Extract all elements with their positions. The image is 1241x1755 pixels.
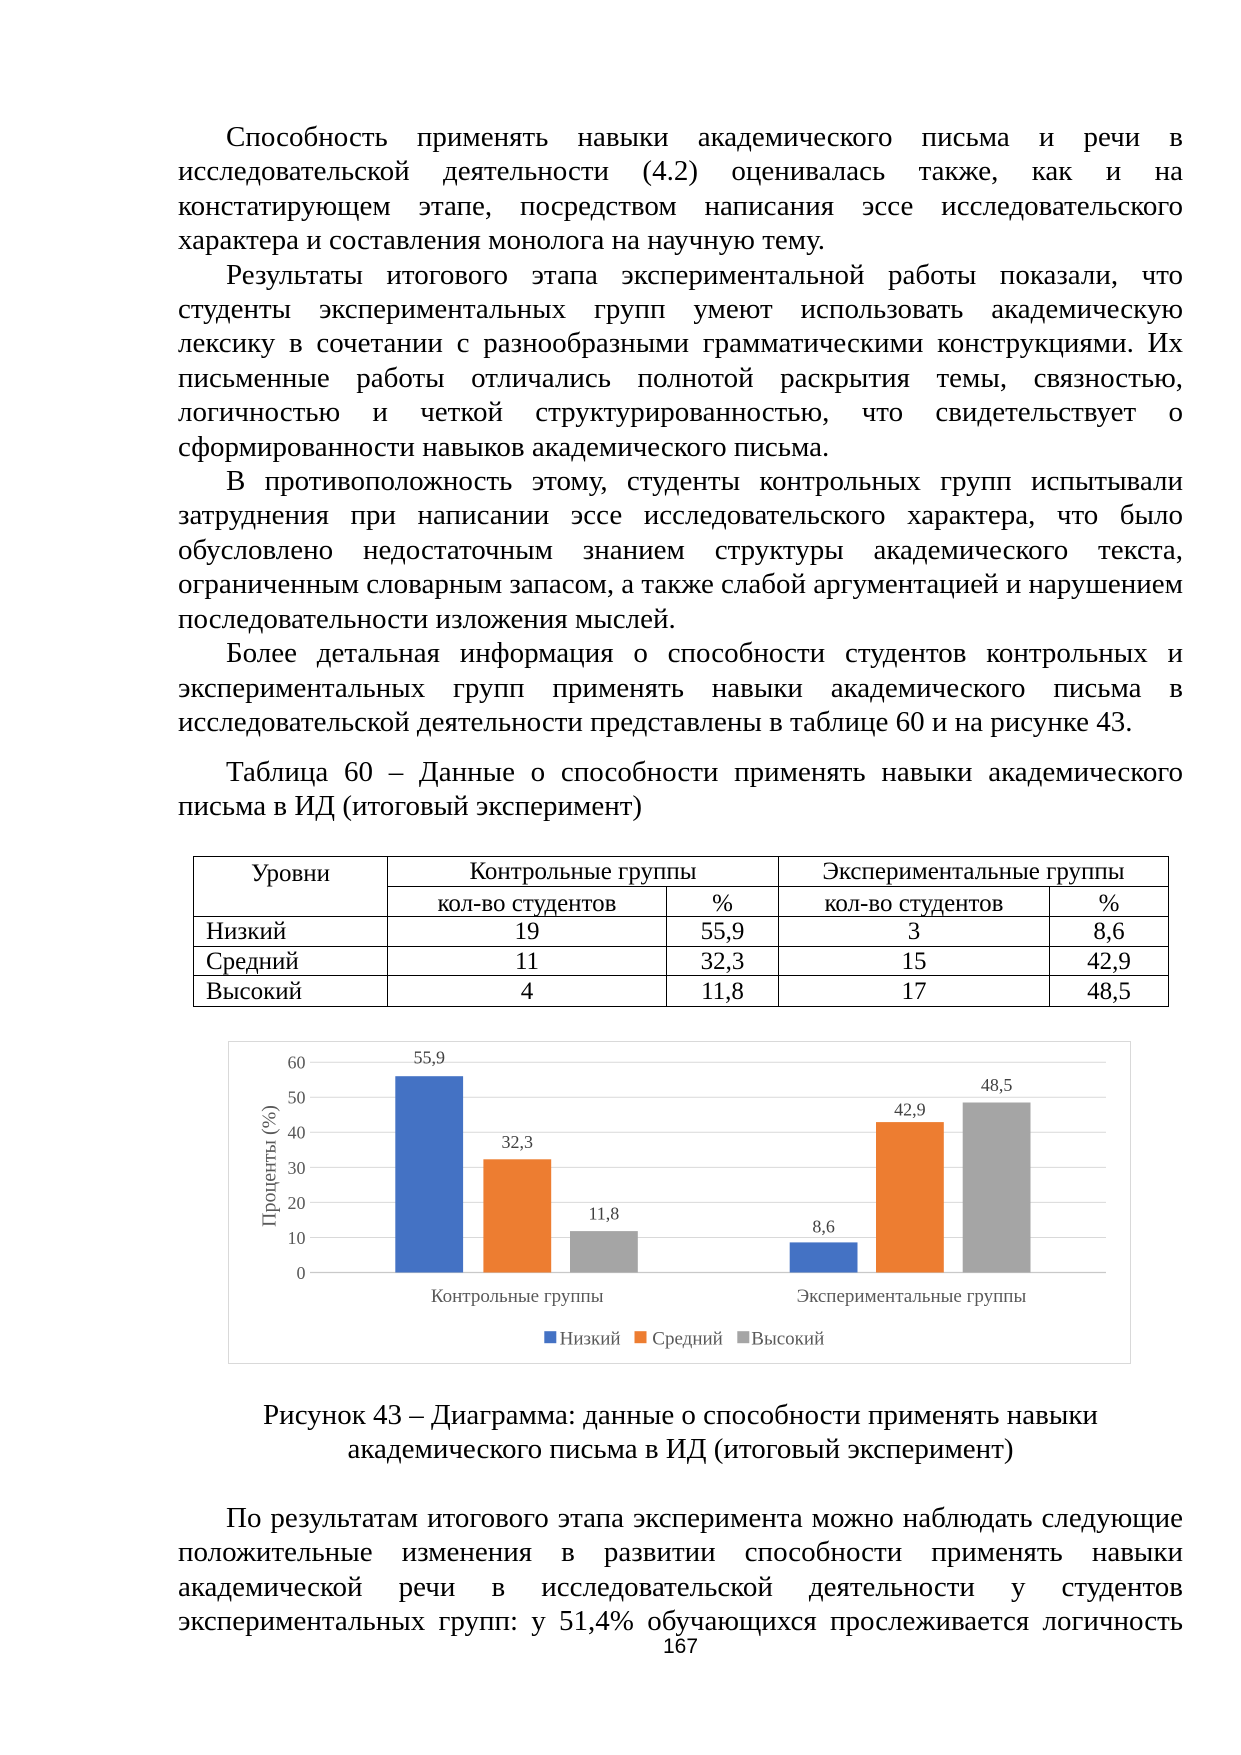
svg-text:Высокий: Высокий — [751, 1329, 824, 1350]
svg-text:42,9: 42,9 — [894, 1099, 926, 1119]
svg-text:50: 50 — [288, 1088, 306, 1108]
svg-text:0: 0 — [297, 1263, 306, 1283]
svg-text:Контрольные группы: Контрольные группы — [431, 1286, 604, 1307]
svg-text:11,8: 11,8 — [588, 1204, 619, 1224]
svg-text:Низкий: Низкий — [560, 1329, 621, 1350]
svg-text:60: 60 — [288, 1053, 306, 1073]
svg-text:32,3: 32,3 — [502, 1132, 534, 1152]
svg-text:8,6: 8,6 — [812, 1217, 835, 1237]
svg-text:Экспериментальные группы: Экспериментальные группы — [797, 1286, 1027, 1307]
svg-text:30: 30 — [288, 1158, 306, 1178]
svg-text:55,9: 55,9 — [413, 1048, 445, 1068]
svg-text:10: 10 — [288, 1228, 306, 1248]
svg-text:40: 40 — [288, 1123, 306, 1143]
svg-text:48,5: 48,5 — [981, 1075, 1013, 1095]
svg-text:20: 20 — [288, 1193, 306, 1213]
svg-text:Средний: Средний — [652, 1329, 723, 1350]
svg-text:Проценты (%): Проценты (%) — [259, 1105, 281, 1227]
